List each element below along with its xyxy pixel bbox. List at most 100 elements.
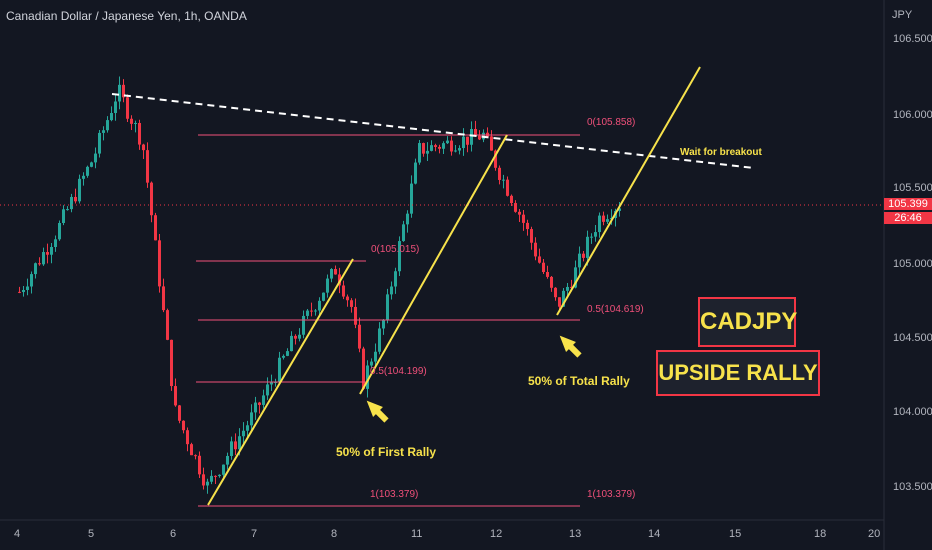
candle-body [522, 214, 525, 223]
candle-body [350, 300, 353, 307]
x-tick-label: 15 [729, 528, 742, 540]
candle-body [374, 351, 377, 362]
candle-body [378, 328, 381, 352]
candle-body [122, 84, 125, 98]
candle-body [206, 481, 209, 486]
candle-body [18, 291, 21, 293]
candle-body [314, 310, 317, 312]
candle-body [158, 240, 161, 287]
candle-body [202, 474, 205, 486]
x-tick-label: 11 [411, 528, 423, 540]
candle-body [306, 310, 309, 316]
candle-body [30, 274, 33, 287]
candle-body [470, 128, 473, 145]
candle-body [78, 178, 81, 202]
candle-body [66, 209, 69, 211]
candle-body [166, 310, 169, 340]
x-tick-label: 12 [490, 528, 503, 540]
candle-body [230, 441, 233, 456]
candle-body [46, 252, 49, 255]
candle-body [386, 294, 389, 321]
candle-body [150, 182, 153, 216]
candle-body [74, 196, 77, 202]
candle-body [250, 412, 253, 426]
candle-body [142, 144, 145, 151]
resistance-trendline [111, 93, 755, 169]
candle-body [310, 310, 313, 312]
candle-body [550, 276, 553, 288]
candle-body [474, 128, 477, 136]
fib-label-first-0: 0(105.015) [371, 244, 420, 255]
fib-label-top: 0(105.858) [587, 117, 636, 128]
candle-body [458, 148, 461, 151]
candle-body [418, 143, 421, 163]
candle-body [478, 135, 481, 140]
candle-body [414, 162, 417, 184]
candle-body [342, 285, 345, 297]
candle-body [454, 150, 457, 152]
candle-body [50, 247, 53, 255]
candle-body [110, 113, 113, 121]
y-tick-label: 104.000 [893, 406, 932, 418]
candle-body [214, 475, 217, 477]
candle-body [438, 146, 441, 149]
candle-body [282, 355, 285, 358]
y-tick-label: 105.500 [893, 182, 932, 194]
candle-body [70, 196, 73, 210]
candle-body [562, 290, 565, 307]
candle-body [90, 162, 93, 167]
candle-body [578, 253, 581, 268]
candle-body [198, 455, 201, 475]
candle-body [566, 286, 569, 291]
candle-body [382, 320, 385, 329]
total-rally-label: 50% of Total Rally [528, 374, 630, 388]
candle-body [54, 239, 57, 248]
wait-breakout-label: Wait for breakout [680, 147, 762, 158]
candle-body [394, 271, 397, 287]
countdown-badge: 26:46 [884, 212, 932, 224]
candle-body [530, 229, 533, 243]
arrow-total-rally [559, 335, 582, 358]
candle-body [58, 222, 61, 240]
candle-body [138, 122, 141, 145]
candle-body [330, 269, 333, 279]
candle-body [114, 101, 117, 114]
candle-body [262, 395, 265, 405]
candle-body [290, 335, 293, 352]
x-tick-label: 13 [569, 528, 582, 540]
candle-body [434, 145, 437, 147]
x-tick-label: 5 [88, 528, 95, 540]
candle-body [130, 118, 133, 124]
y-tick-label: 105.000 [893, 258, 932, 270]
candle-body [218, 474, 221, 477]
candle-body [358, 324, 361, 349]
first-rally-label: 50% of First Rally [336, 445, 437, 459]
candle-body [62, 209, 65, 223]
upside-rally-box: UPSIDE RALLY [656, 350, 820, 396]
candle-body [450, 140, 453, 152]
candle-body [22, 289, 25, 293]
chart-title: Canadian Dollar / Japanese Yen, 1h, OAND… [6, 9, 247, 23]
candle-body [242, 430, 245, 437]
candle-body [594, 232, 597, 237]
arrow-first-rally [366, 400, 389, 423]
candle-body [398, 241, 401, 272]
candle-body [618, 208, 621, 211]
fib-label-1-right: 1(103.379) [587, 489, 636, 500]
candle-body [302, 315, 305, 335]
candle-body [42, 252, 45, 265]
y-tick-label: 106.000 [893, 109, 932, 121]
candle-body [366, 365, 369, 389]
candle-body [102, 130, 105, 133]
y-tick-label: 106.500 [893, 33, 932, 45]
candle-body [426, 150, 429, 154]
candle-body [82, 175, 85, 179]
candle-body [38, 263, 41, 265]
candle-body [294, 335, 297, 339]
y-tick-label: 104.500 [893, 332, 932, 344]
candle-body [558, 297, 561, 307]
candle-body [554, 287, 557, 298]
candle-body [502, 179, 505, 181]
candle-body [246, 425, 249, 431]
